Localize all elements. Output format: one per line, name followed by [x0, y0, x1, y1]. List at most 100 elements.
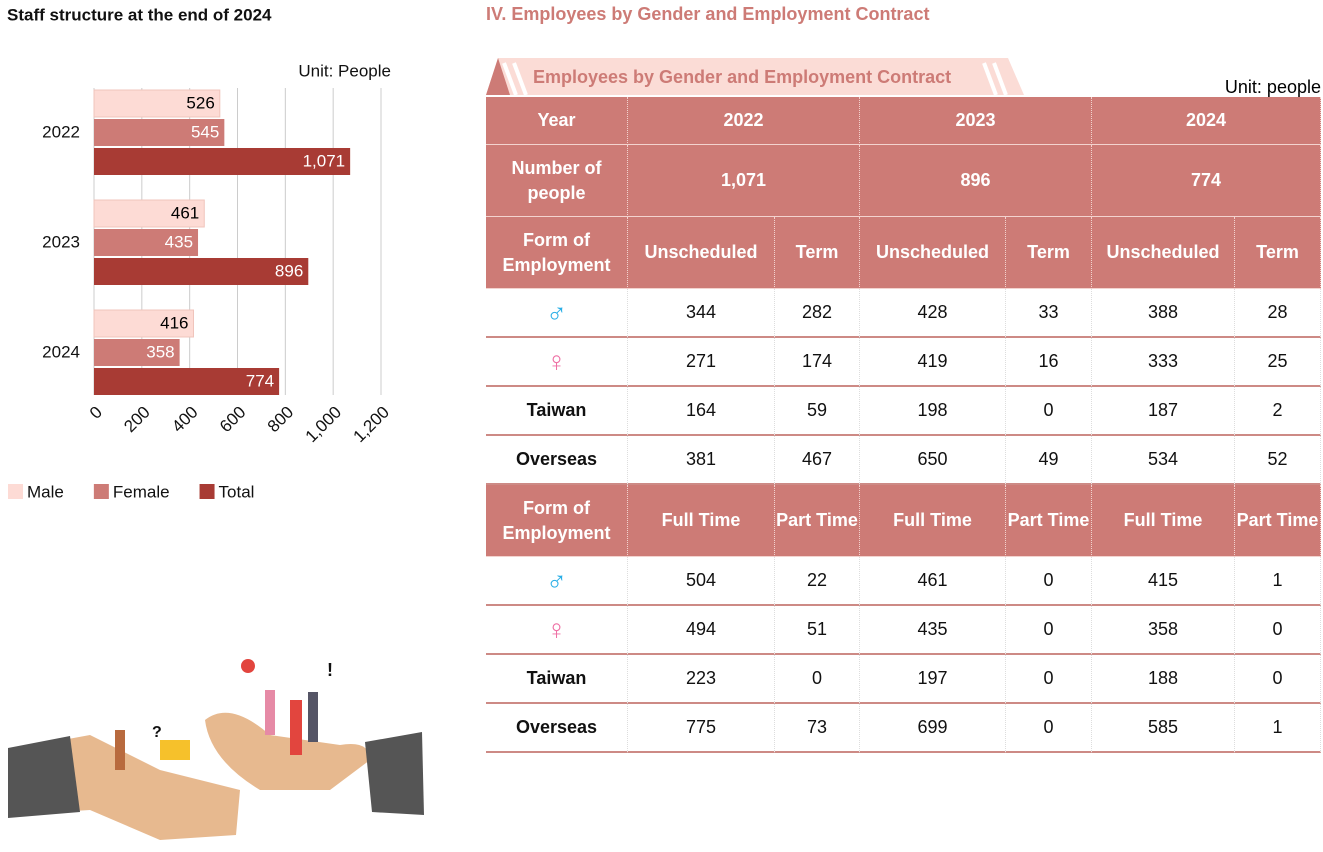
bar	[94, 258, 309, 285]
data-cell: 388	[1092, 289, 1235, 338]
data-cell: 1	[1235, 704, 1321, 753]
data-cell: 28	[1235, 289, 1321, 338]
data-cell: 188	[1092, 655, 1235, 704]
data-cell: 33	[1006, 289, 1092, 338]
row-label: ♀	[486, 606, 628, 655]
x-tick-label: 0	[86, 403, 106, 423]
column-header: Part Time	[1235, 485, 1321, 557]
data-cell: 494	[628, 606, 775, 655]
x-tick-label: 600	[216, 403, 249, 436]
header-cell: Form of Employment	[486, 217, 628, 289]
bar	[93, 309, 194, 338]
value-label: 1,071	[303, 151, 346, 170]
legend-label: Female	[113, 482, 170, 501]
data-cell: 174	[775, 338, 860, 387]
value-label: 896	[275, 261, 303, 280]
value-label: 461	[171, 203, 199, 222]
data-cell: 52	[1235, 436, 1321, 485]
data-cell: 187	[1092, 387, 1235, 436]
header-cell: Year	[486, 97, 628, 145]
bar	[93, 199, 205, 228]
bar	[94, 368, 280, 395]
row-label: Taiwan	[486, 655, 628, 704]
y-tick-label: 2022	[42, 122, 80, 141]
legend-swatch	[199, 484, 215, 499]
column-header: Term	[1006, 217, 1092, 289]
data-cell: 419	[860, 338, 1006, 387]
value-label: 358	[146, 342, 174, 361]
x-tick-label: 400	[168, 403, 201, 436]
chart: Staff structure at the end of 2024 Unit:…	[7, 5, 424, 840]
header-cell: Form of Employment	[486, 485, 628, 557]
data-cell: 415	[1092, 557, 1235, 606]
data-cell: 0	[1006, 387, 1092, 436]
x-tick-label: 200	[120, 403, 153, 436]
caption-tab: Employees by Gender and Employment Contr…	[486, 58, 1024, 96]
unit: Unit: people	[1224, 77, 1321, 97]
data-cell: 585	[1092, 704, 1235, 753]
column-header: Part Time	[1006, 485, 1092, 557]
data-cell: 59	[775, 387, 860, 436]
column-header: Full Time	[860, 485, 1006, 557]
row-label: Taiwan	[486, 387, 628, 436]
data-cell: 358	[1092, 606, 1235, 655]
legend-label: Male	[27, 482, 64, 501]
x-tick-label: 1,200	[349, 403, 393, 447]
bar	[94, 148, 351, 175]
data-cell: 25	[1235, 338, 1321, 387]
chart-title: Staff structure at the end of 2024	[7, 5, 272, 24]
column-header: Full Time	[628, 485, 775, 557]
legend-swatch	[8, 484, 23, 499]
section-title: IV. Employees by Gender and Employment C…	[486, 4, 930, 24]
data-cell: 197	[860, 655, 1006, 704]
column-header: Unscheduled	[1092, 217, 1235, 289]
year-header: 2022	[628, 97, 860, 145]
value-label: 435	[165, 232, 193, 251]
data-cell: 1	[1235, 557, 1321, 606]
illustration: ! ?	[8, 659, 424, 840]
legend-label: Total	[219, 482, 255, 501]
y-tick-label: 2024	[42, 342, 80, 361]
bar	[93, 89, 221, 118]
x-tick-label: 1,000	[302, 403, 346, 447]
data-cell: 51	[775, 606, 860, 655]
column-header: Full Time	[1092, 485, 1235, 557]
bar	[94, 119, 225, 146]
column-header: Part Time	[775, 485, 860, 557]
data-cell: 344	[628, 289, 775, 338]
data-cell: 271	[628, 338, 775, 387]
number-cell: 774	[1092, 145, 1321, 217]
y-tick-label: 2023	[42, 232, 80, 251]
data-cell: 461	[860, 557, 1006, 606]
data-cell: 428	[860, 289, 1006, 338]
data-cell: 223	[628, 655, 775, 704]
data-cell: 22	[775, 557, 860, 606]
svg-text:?: ?	[152, 724, 162, 741]
data-cell: 775	[628, 704, 775, 753]
data-cell: 504	[628, 557, 775, 606]
row-label: Overseas	[486, 704, 628, 753]
year-header: 2024	[1092, 97, 1321, 145]
data-cell: 282	[775, 289, 860, 338]
row-label: Overseas	[486, 436, 628, 485]
value-label: 416	[160, 313, 188, 332]
data-cell: 381	[628, 436, 775, 485]
data-cell: 0	[775, 655, 860, 704]
data-cell: 198	[860, 387, 1006, 436]
data-cell: 0	[1006, 606, 1092, 655]
bar	[94, 339, 180, 366]
data-cell: 650	[860, 436, 1006, 485]
data-cell: 467	[775, 436, 860, 485]
year-header: 2023	[860, 97, 1092, 145]
column-header: Unscheduled	[860, 217, 1006, 289]
value-label: 774	[246, 371, 274, 390]
value-label: 526	[186, 93, 214, 112]
svg-text:!: !	[327, 660, 333, 680]
row-label: ♀	[486, 338, 628, 387]
data-cell: 0	[1235, 606, 1321, 655]
column-header: Term	[1235, 217, 1321, 289]
data-cell: 16	[1006, 338, 1092, 387]
row-label: ♂	[486, 289, 628, 338]
legend-swatch	[93, 484, 109, 499]
